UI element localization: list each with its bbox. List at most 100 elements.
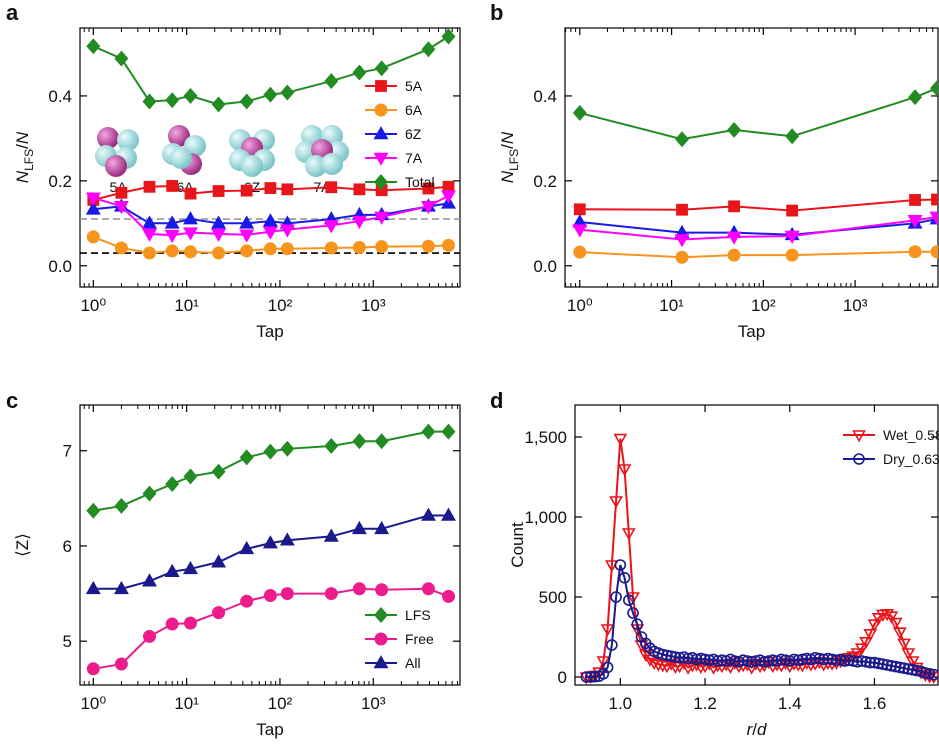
marker [572, 104, 587, 121]
marker [164, 563, 180, 577]
marker [884, 611, 899, 624]
x-tick-label: 10² [268, 296, 293, 315]
marker [867, 619, 882, 632]
y-axis-label: NLFS/N [498, 131, 521, 183]
series [572, 211, 938, 248]
marker [263, 242, 277, 256]
series-line [93, 430, 449, 512]
marker [673, 651, 686, 664]
marker [113, 201, 129, 215]
marker [262, 226, 278, 240]
marker [441, 190, 456, 204]
marker [263, 443, 278, 460]
legend-marker [373, 126, 389, 140]
marker [113, 580, 129, 595]
x-axis-label: Tap [738, 322, 765, 341]
marker [183, 211, 198, 225]
marker [142, 573, 157, 587]
y-tick-label: 0 [558, 668, 567, 687]
atom [97, 127, 119, 149]
marker [617, 464, 632, 477]
x-axis-label-part: r [747, 720, 754, 739]
marker [211, 228, 227, 242]
y-axis-label-part: N [13, 170, 32, 183]
marker [211, 215, 227, 229]
x-axis-label-part: d [757, 720, 767, 739]
marker [421, 423, 436, 440]
marker [352, 433, 367, 450]
marker [767, 654, 779, 667]
series-line [579, 250, 937, 259]
marker [572, 224, 588, 238]
x-tick-label: 1.6 [863, 694, 887, 713]
atom [170, 147, 192, 169]
atom [105, 155, 127, 177]
marker [726, 231, 742, 245]
x-tick-label: 10³ [361, 694, 386, 713]
marker [374, 433, 389, 450]
x-axis-label: Tap [256, 720, 283, 739]
marker [86, 662, 100, 676]
marker [864, 656, 877, 669]
cluster-icon [229, 129, 275, 177]
series-line [579, 218, 938, 236]
marker [85, 192, 101, 206]
marker [854, 643, 869, 656]
marker [784, 230, 800, 244]
atom [241, 155, 263, 177]
x-tick-label: 10¹ [174, 296, 199, 315]
marker [695, 652, 707, 665]
marker [927, 668, 938, 681]
marker [631, 618, 644, 631]
x-tick-label: 10⁰ [80, 694, 106, 713]
marker [609, 496, 623, 509]
marker [420, 507, 436, 521]
marker [592, 667, 607, 680]
marker [324, 587, 338, 601]
marker [164, 215, 180, 229]
marker [682, 652, 694, 665]
x-tick-label: 1.0 [609, 694, 633, 713]
marker [421, 582, 435, 596]
marker [239, 93, 254, 110]
marker [262, 213, 278, 227]
marker [822, 652, 834, 665]
x-tick-label: 10² [268, 694, 293, 713]
marker [325, 181, 338, 194]
marker [901, 648, 916, 661]
marker [758, 655, 771, 668]
marker [351, 520, 367, 535]
marker [830, 654, 843, 667]
atom [305, 155, 327, 177]
marker [898, 662, 910, 675]
marker [902, 663, 915, 675]
series [86, 28, 456, 113]
marker [441, 238, 455, 252]
marker [164, 229, 180, 244]
marker [85, 201, 101, 215]
marker [421, 41, 436, 58]
y-tick-label: 0.4 [48, 87, 72, 106]
marker [893, 627, 907, 640]
marker [880, 608, 895, 622]
marker [703, 654, 716, 667]
marker [727, 121, 742, 138]
marker [600, 624, 615, 637]
legend-marker [852, 430, 866, 443]
marker [621, 528, 636, 541]
series-line [93, 514, 449, 590]
y-tick-label: 1,500 [524, 428, 567, 447]
marker [674, 234, 690, 248]
marker [324, 241, 338, 255]
marker [930, 80, 938, 97]
legend-label: Wet_0.581 [883, 427, 939, 443]
marker [785, 248, 799, 262]
cluster-icon [295, 125, 349, 177]
marker [239, 229, 255, 243]
y-tick-label: 6 [63, 537, 72, 556]
marker [374, 211, 390, 225]
marker [929, 211, 938, 225]
marker [809, 651, 821, 664]
y-tick-label: 0.2 [48, 172, 72, 191]
marker [441, 589, 455, 603]
